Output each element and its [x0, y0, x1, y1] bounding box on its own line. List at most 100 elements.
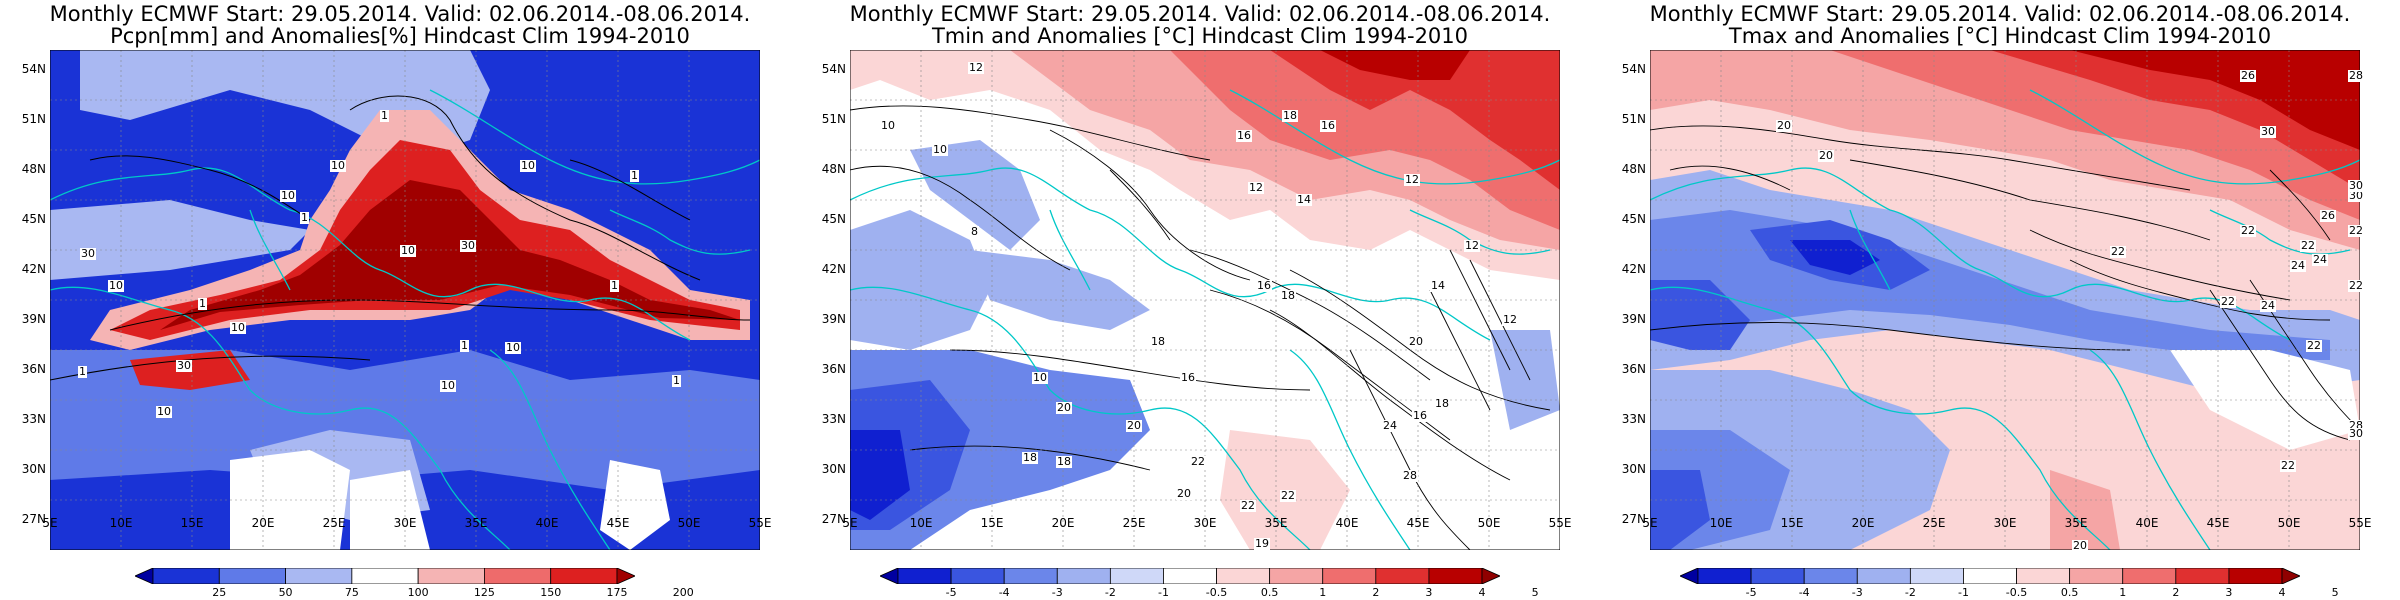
contour-label: 22 [2348, 224, 2364, 237]
lon-label: 25E [322, 516, 346, 530]
lon-label: 30E [1993, 516, 2017, 530]
contour-label: 30 [2260, 125, 2276, 138]
contour-label: 1 [300, 211, 309, 224]
precip-title-line2: Pcpn[mm] and Anomalies[%] Hindcast Clim … [110, 24, 690, 48]
lat-label: 36N [821, 362, 846, 376]
contour-label: 14 [1296, 193, 1312, 206]
lat-label: 48N [821, 162, 846, 176]
contour-label: 20 [2072, 539, 2088, 552]
colorbar-tick-label: 1 [2119, 586, 2127, 599]
lon-label: 35E [1264, 516, 1288, 530]
lon-label: 5E [842, 516, 858, 530]
lon-label: 50E [1477, 516, 1501, 530]
contour-label: 1 [78, 365, 87, 378]
tmax-map [1650, 50, 2360, 550]
colorbar-tick-label: 4 [1478, 586, 1486, 599]
colorbar-tick-label: 100 [407, 586, 429, 599]
colorbar-box [2016, 568, 2071, 584]
contour-label: 22 [2240, 224, 2256, 237]
lon-label: 25E [1122, 516, 1146, 530]
lat-label: 39N [821, 312, 846, 326]
contour-label: 1 [198, 297, 207, 310]
lat-label: 48N [1621, 162, 1646, 176]
lat-label: 54N [821, 62, 846, 76]
tmax-title-line2: Tmax and Anomalies [°C] Hindcast Clim 19… [1728, 24, 2272, 48]
colorbar-tick-label: 3 [1425, 586, 1433, 599]
colorbar-box [2228, 568, 2283, 584]
colorbar-box [351, 568, 419, 584]
colorbar-tick-label: -4 [998, 586, 1010, 599]
colorbar-tick-label: 50 [278, 586, 293, 599]
colorbar-tick-label: -1 [1157, 586, 1169, 599]
lon-label: 25E [1922, 516, 1946, 530]
contour-label: 1 [610, 279, 619, 292]
lon-label: 45E [1406, 516, 1430, 530]
lat-label: 45N [821, 212, 846, 226]
colorbar-tick-label: 0.5 [2060, 586, 2079, 599]
contour-label: 30 [80, 247, 96, 260]
contour-label: 22 [2280, 459, 2296, 472]
contour-label: 10 [330, 159, 346, 172]
lat-label: 42N [1621, 262, 1646, 276]
lon-label: 40E [2135, 516, 2159, 530]
contour-label: 20 [1176, 487, 1192, 500]
lon-label: 15E [1780, 516, 1804, 530]
lon-label: 45E [2206, 516, 2230, 530]
colorbar-tick-label: -2 [1904, 586, 1916, 599]
contour-label: 24 [2312, 253, 2328, 266]
colorbar-box [897, 568, 952, 584]
contour-label: 30 [2348, 179, 2364, 192]
lat-label: 33N [21, 412, 46, 426]
tmax-colorbar [1680, 568, 2300, 584]
contour-label: 18 [1280, 289, 1296, 302]
colorbar-box [1269, 568, 1324, 584]
colorbar-box [1697, 568, 1752, 584]
lon-label: 55E [2348, 516, 2372, 530]
precip-colorbar [135, 568, 635, 584]
lat-label: 45N [21, 212, 46, 226]
contour-label: 30 [176, 359, 192, 372]
contour-label: 12 [968, 61, 984, 74]
lon-label: 10E [1709, 516, 1733, 530]
lat-label: 33N [821, 412, 846, 426]
colorbar-tick-label: 2 [1372, 586, 1380, 599]
colorbar-max-arrow [2281, 568, 2300, 584]
lon-label: 20E [1051, 516, 1075, 530]
lat-label: 42N [21, 262, 46, 276]
lat-label: 39N [1621, 312, 1646, 326]
colorbar-box [1428, 568, 1483, 584]
precip-title-line1: Monthly ECMWF Start: 29.05.2014. Valid: … [49, 2, 751, 26]
lat-label: 51N [821, 112, 846, 126]
contour-label: 10 [440, 379, 456, 392]
colorbar-tick-label: 3 [2225, 586, 2233, 599]
lat-label: 27N [1621, 512, 1646, 526]
contour-label: 26 [2320, 209, 2336, 222]
lon-label: 35E [2064, 516, 2088, 530]
tmin-map [850, 50, 1560, 550]
lon-label: 20E [251, 516, 275, 530]
contour-label: 22 [1280, 489, 1296, 502]
contour-label: 20 [1126, 419, 1142, 432]
contour-label: 10 [280, 189, 296, 202]
contour-label: 10 [230, 321, 246, 334]
colorbar-max-arrow [1481, 568, 1500, 584]
lat-label: 51N [21, 112, 46, 126]
lon-label: 30E [393, 516, 417, 530]
contour-label: 1 [380, 109, 389, 122]
lat-label: 27N [821, 512, 846, 526]
colorbar-tick-label: 1 [1319, 586, 1327, 599]
colorbar-tick-label: 4 [2278, 586, 2286, 599]
contour-label: 18 [1282, 109, 1298, 122]
contour-label: 1 [630, 169, 639, 182]
contour-label: 10 [520, 159, 536, 172]
contour-label: 22 [2306, 339, 2322, 352]
contour-label: 10 [932, 143, 948, 156]
contour-label: 10 [1032, 371, 1048, 384]
contour-label: 12 [1464, 239, 1480, 252]
lat-label: 36N [1621, 362, 1646, 376]
lon-label: 55E [748, 516, 772, 530]
contour-label: 28 [2348, 69, 2364, 82]
contour-label: 24 [1382, 419, 1398, 432]
contour-label: 16 [1236, 129, 1252, 142]
lon-label: 10E [909, 516, 933, 530]
